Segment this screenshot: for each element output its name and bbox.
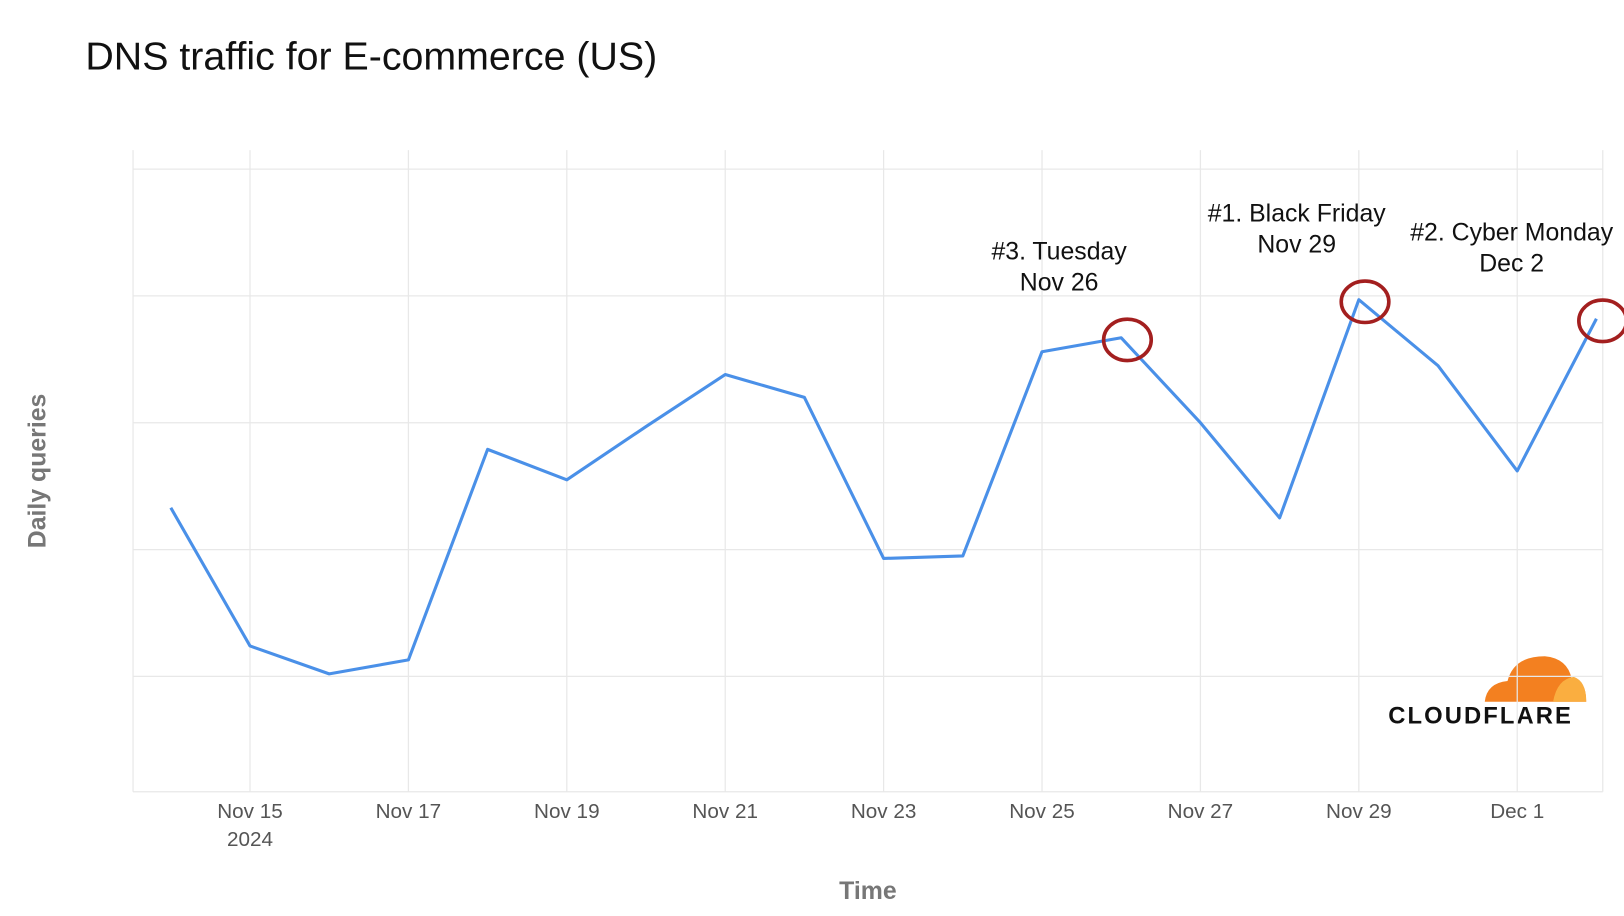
annotation-text: #3. Tuesday xyxy=(991,238,1127,265)
x-tick-label: Nov 17 xyxy=(376,800,442,823)
annotation-text: #1. Black Friday xyxy=(1208,200,1387,227)
logo-cloud xyxy=(1553,676,1587,702)
x-tick-label: Nov 29 xyxy=(1326,800,1392,823)
x-axis-label: Time xyxy=(839,878,897,905)
chart-title: DNS traffic for E-commerce (US) xyxy=(85,34,657,78)
highlight-circle xyxy=(1577,298,1624,344)
logo-text: CLOUDFLARE xyxy=(1388,703,1573,730)
highlight-circle xyxy=(1339,279,1391,325)
annotation-text: Nov 29 xyxy=(1257,231,1336,258)
y-axis-label: Daily queries xyxy=(24,394,51,549)
x-tick-label: Nov 21 xyxy=(692,800,758,823)
x-tick-sublabel: 2024 xyxy=(227,828,273,851)
highlight-circle xyxy=(1101,317,1154,363)
annotation-text: #2. Cyber Monday xyxy=(1410,219,1613,246)
x-tick-label: Nov 15 xyxy=(217,800,283,823)
x-tick-label: Dec 1 xyxy=(1490,800,1544,823)
x-tick-label: Nov 19 xyxy=(534,800,600,823)
annotation-text: Dec 2 xyxy=(1479,250,1544,277)
annotation-text: Nov 26 xyxy=(1020,270,1099,297)
data-line xyxy=(169,298,1598,676)
x-tick-label: Nov 25 xyxy=(1009,800,1075,823)
x-tick-label: Nov 23 xyxy=(851,800,917,823)
cloudflare-logo: CLOUDFLARE xyxy=(1388,656,1587,730)
x-tick-label: Nov 27 xyxy=(1168,800,1234,823)
